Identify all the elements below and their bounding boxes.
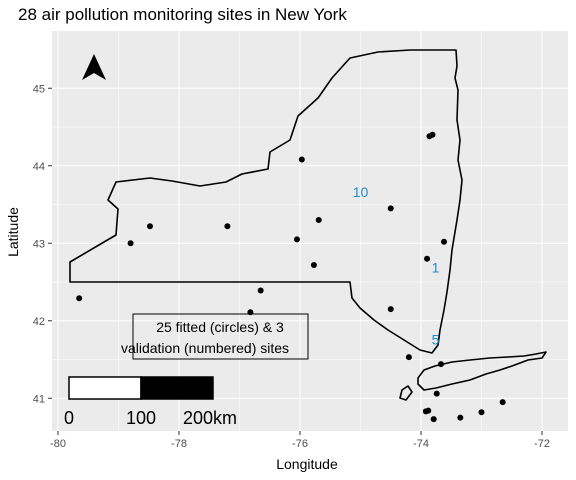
- annotation-line-1: 25 fitted (circles) & 3: [156, 319, 284, 335]
- fitted-site-point: [257, 287, 264, 294]
- x-axis: -80 -78 -76 -74 -72: [50, 431, 550, 450]
- x-tick-label: -80: [50, 438, 66, 450]
- fitted-site-point: [387, 306, 394, 313]
- fitted-site-point: [440, 238, 447, 245]
- north-arrow: [82, 54, 106, 80]
- fitted-site-point: [405, 354, 412, 361]
- fitted-site-point: [424, 255, 431, 262]
- staten-island-outline: [399, 385, 413, 401]
- fitted-site-point: [293, 236, 300, 243]
- x-tick-label: -78: [171, 438, 187, 450]
- legend-annotation: 25 fitted (circles) & 3 validation (numb…: [121, 313, 309, 360]
- fitted-site-point: [499, 399, 506, 406]
- fitted-site-point: [310, 261, 317, 268]
- fitted-site-point: [298, 156, 305, 163]
- new-york-outline: [69, 49, 547, 401]
- fitted-site-point: [437, 361, 444, 368]
- y-tick-label: 41: [33, 393, 45, 405]
- scale-segment-black: [140, 376, 214, 400]
- y-tick-label: 45: [33, 83, 45, 95]
- validation-site-label: 10: [353, 184, 369, 200]
- validation-site-label: 1: [432, 259, 440, 275]
- x-tick-label: -74: [413, 438, 429, 450]
- y-tick-label: 43: [33, 238, 45, 250]
- annotation-line-2: validation (numbered) sites: [121, 340, 289, 356]
- fitted-site-point: [429, 131, 436, 138]
- scale-label-200km: 200km: [183, 408, 237, 428]
- fitted-site-point: [478, 409, 485, 416]
- fitted-site-point: [315, 217, 322, 223]
- fitted-site-point: [433, 390, 440, 397]
- fitted-site-point: [76, 295, 83, 302]
- fitted-site-point: [224, 223, 231, 230]
- fitted-site-point: [387, 205, 394, 212]
- scale-bar: 0 100 200km: [64, 376, 237, 428]
- validation-sites: 10 1 5: [353, 184, 440, 347]
- y-tick-label: 42: [33, 316, 45, 328]
- north-arrow-icon: [82, 54, 106, 80]
- panel-background: [52, 31, 568, 431]
- fitted-site-point: [430, 416, 437, 423]
- y-axis: 41 42 43 44 45: [33, 83, 52, 405]
- fitted-site-point: [422, 408, 429, 415]
- annotation-box: [132, 313, 309, 360]
- long-island-outline: [417, 351, 547, 391]
- scale-label-0: 0: [64, 408, 74, 428]
- x-tick-label: -76: [292, 438, 308, 450]
- plot-panel: 10 1 5 25 fitted (circles) & 3 validation …: [52, 31, 568, 431]
- validation-site-label: 5: [432, 331, 440, 347]
- scale-label-100: 100: [126, 408, 156, 428]
- scale-segment-white: [68, 376, 142, 400]
- map-title: 28 air pollution monitoring sites in New…: [18, 5, 347, 24]
- x-axis-title: Longitude: [276, 456, 338, 472]
- new-york-mainland-outline: [69, 49, 463, 354]
- fitted-site-point: [457, 414, 464, 421]
- fitted-site-point: [146, 223, 153, 230]
- y-tick-label: 44: [33, 161, 45, 173]
- fitted-site-point: [127, 240, 134, 247]
- x-tick-label: -72: [534, 438, 550, 450]
- y-axis-title: Latitude: [5, 207, 21, 257]
